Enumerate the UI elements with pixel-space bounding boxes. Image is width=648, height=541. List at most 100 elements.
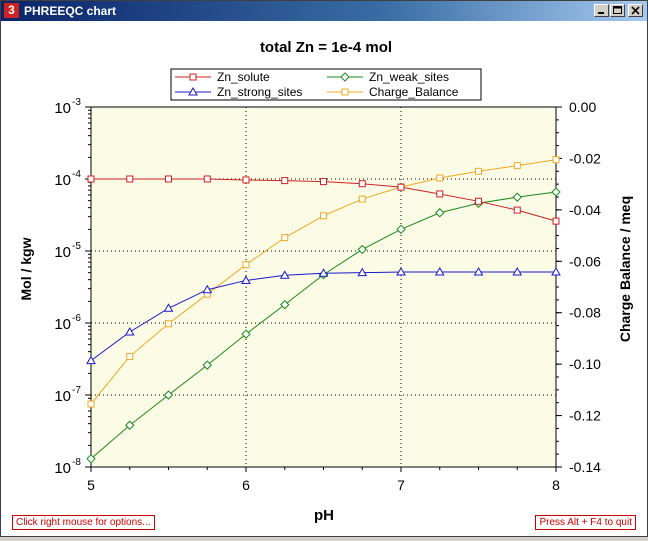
y-axis-label: Mol / kgw bbox=[18, 237, 34, 300]
data-point bbox=[242, 261, 250, 269]
data-point bbox=[203, 175, 211, 183]
data-point bbox=[281, 177, 289, 185]
data-point bbox=[320, 178, 327, 186]
data-point bbox=[318, 268, 329, 277]
y-tick-exponent: -3 bbox=[72, 97, 81, 108]
y-tick-exponent: -8 bbox=[72, 457, 81, 468]
y-tick-exponent: -5 bbox=[72, 241, 81, 252]
y-tick-exponent: -6 bbox=[72, 313, 81, 324]
minimize-icon bbox=[598, 12, 604, 14]
y-tick-label: 10 bbox=[54, 316, 71, 333]
data-point bbox=[126, 352, 134, 360]
data-point bbox=[165, 175, 172, 183]
maximize-icon bbox=[613, 6, 622, 14]
y2-tick-label: -0.04 bbox=[569, 202, 601, 218]
data-point bbox=[473, 267, 484, 276]
data-point bbox=[281, 234, 289, 242]
quit-hint: Press Alt + F4 to quit bbox=[535, 515, 636, 530]
data-point bbox=[551, 267, 561, 276]
data-point bbox=[241, 275, 251, 284]
data-point bbox=[202, 360, 212, 370]
data-point bbox=[279, 270, 290, 279]
data-point bbox=[512, 192, 522, 202]
data-point bbox=[163, 390, 174, 400]
data-point bbox=[512, 267, 523, 276]
data-point bbox=[396, 224, 406, 235]
window-title: PHREEQC chart bbox=[24, 4, 117, 18]
legend-label: Zn_strong_sites bbox=[217, 85, 302, 99]
data-point bbox=[202, 284, 213, 294]
y2-tick-label: -0.06 bbox=[569, 253, 601, 269]
legend-label: Charge_Balance bbox=[369, 85, 459, 99]
legend-label: Zn_weak_sites bbox=[369, 70, 449, 84]
plot-background bbox=[91, 107, 556, 467]
y-tick-exponent: -4 bbox=[72, 169, 81, 180]
close-icon bbox=[631, 6, 640, 15]
minimize-button[interactable] bbox=[594, 4, 609, 17]
x-tick-label: 7 bbox=[397, 477, 405, 493]
y2-tick-label: -0.08 bbox=[569, 305, 601, 321]
data-point bbox=[397, 183, 405, 191]
legend-box bbox=[170, 68, 482, 101]
data-point bbox=[87, 400, 95, 408]
data-point bbox=[320, 212, 327, 220]
data-point bbox=[124, 326, 135, 336]
data-point bbox=[434, 267, 445, 276]
data-point bbox=[242, 176, 250, 184]
title-bar[interactable]: 3 PHREEQC chart bbox=[1, 1, 647, 21]
data-point bbox=[513, 206, 521, 214]
legend-item-zn-solute: Zn_solute bbox=[175, 70, 270, 84]
series-zn-strong-sites bbox=[86, 267, 561, 365]
legend-item-charge-balance: Charge_Balance bbox=[327, 85, 459, 99]
y-tick-label: 10 bbox=[54, 460, 71, 477]
options-hint[interactable]: Click right mouse for options... bbox=[12, 515, 155, 530]
x-axis-label: pH bbox=[314, 507, 334, 524]
y2-tick-label: -0.02 bbox=[569, 150, 601, 166]
legend: Zn_solute Zn_weak_sites Zn_strong_sites Cha… bbox=[170, 68, 482, 101]
data-point bbox=[513, 162, 521, 170]
x-tick-label: 5 bbox=[87, 477, 95, 493]
data-point bbox=[357, 267, 368, 277]
data-point bbox=[87, 175, 95, 183]
close-button[interactable] bbox=[628, 4, 643, 17]
legend-label: Zn_solute bbox=[217, 70, 270, 84]
legend-marker bbox=[189, 73, 197, 81]
data-point bbox=[436, 174, 444, 182]
y-tick-exponent: -7 bbox=[72, 385, 81, 396]
series-charge-balance bbox=[87, 156, 560, 408]
legend-item-zn-strong-sites: Zn_strong_sites bbox=[175, 85, 302, 99]
data-point bbox=[358, 180, 366, 188]
legend-marker bbox=[341, 88, 349, 96]
data-point bbox=[396, 267, 406, 276]
data-point bbox=[163, 303, 174, 312]
data-point bbox=[475, 197, 482, 205]
chart-title: total Zn = 1e-4 mol bbox=[260, 39, 392, 56]
data-point bbox=[436, 190, 444, 198]
y2-tick-label: -0.12 bbox=[569, 408, 601, 424]
y2-tick-label: 0.00 bbox=[569, 99, 596, 115]
legend-marker bbox=[340, 72, 350, 82]
data-point bbox=[475, 167, 482, 175]
x-tick-label: 6 bbox=[242, 477, 250, 493]
data-point bbox=[435, 208, 445, 218]
data-point bbox=[552, 217, 560, 225]
x-tick-label: 8 bbox=[552, 477, 560, 493]
legend-marker bbox=[188, 86, 198, 96]
data-point bbox=[86, 454, 96, 464]
data-point bbox=[86, 355, 96, 365]
data-point bbox=[358, 195, 366, 203]
data-point bbox=[165, 320, 172, 328]
maximize-button[interactable] bbox=[610, 4, 625, 17]
data-point bbox=[125, 420, 135, 430]
legend-item-zn-weak-sites: Zn_weak_sites bbox=[327, 70, 449, 84]
y2-tick-label: -0.10 bbox=[569, 356, 601, 372]
data-point bbox=[551, 187, 561, 197]
y-tick-label: 10 bbox=[54, 244, 71, 261]
y-tick-label: 10 bbox=[54, 388, 71, 405]
y2-axis-label: Charge Balance / meq bbox=[617, 196, 633, 342]
chart-area[interactable]: total Zn = 1e-4 mol pH Mol / kgw Charge … bbox=[1, 21, 647, 536]
data-point bbox=[241, 329, 251, 339]
y-tick-label: 10 bbox=[54, 172, 71, 189]
series-zn-solute bbox=[87, 175, 560, 225]
